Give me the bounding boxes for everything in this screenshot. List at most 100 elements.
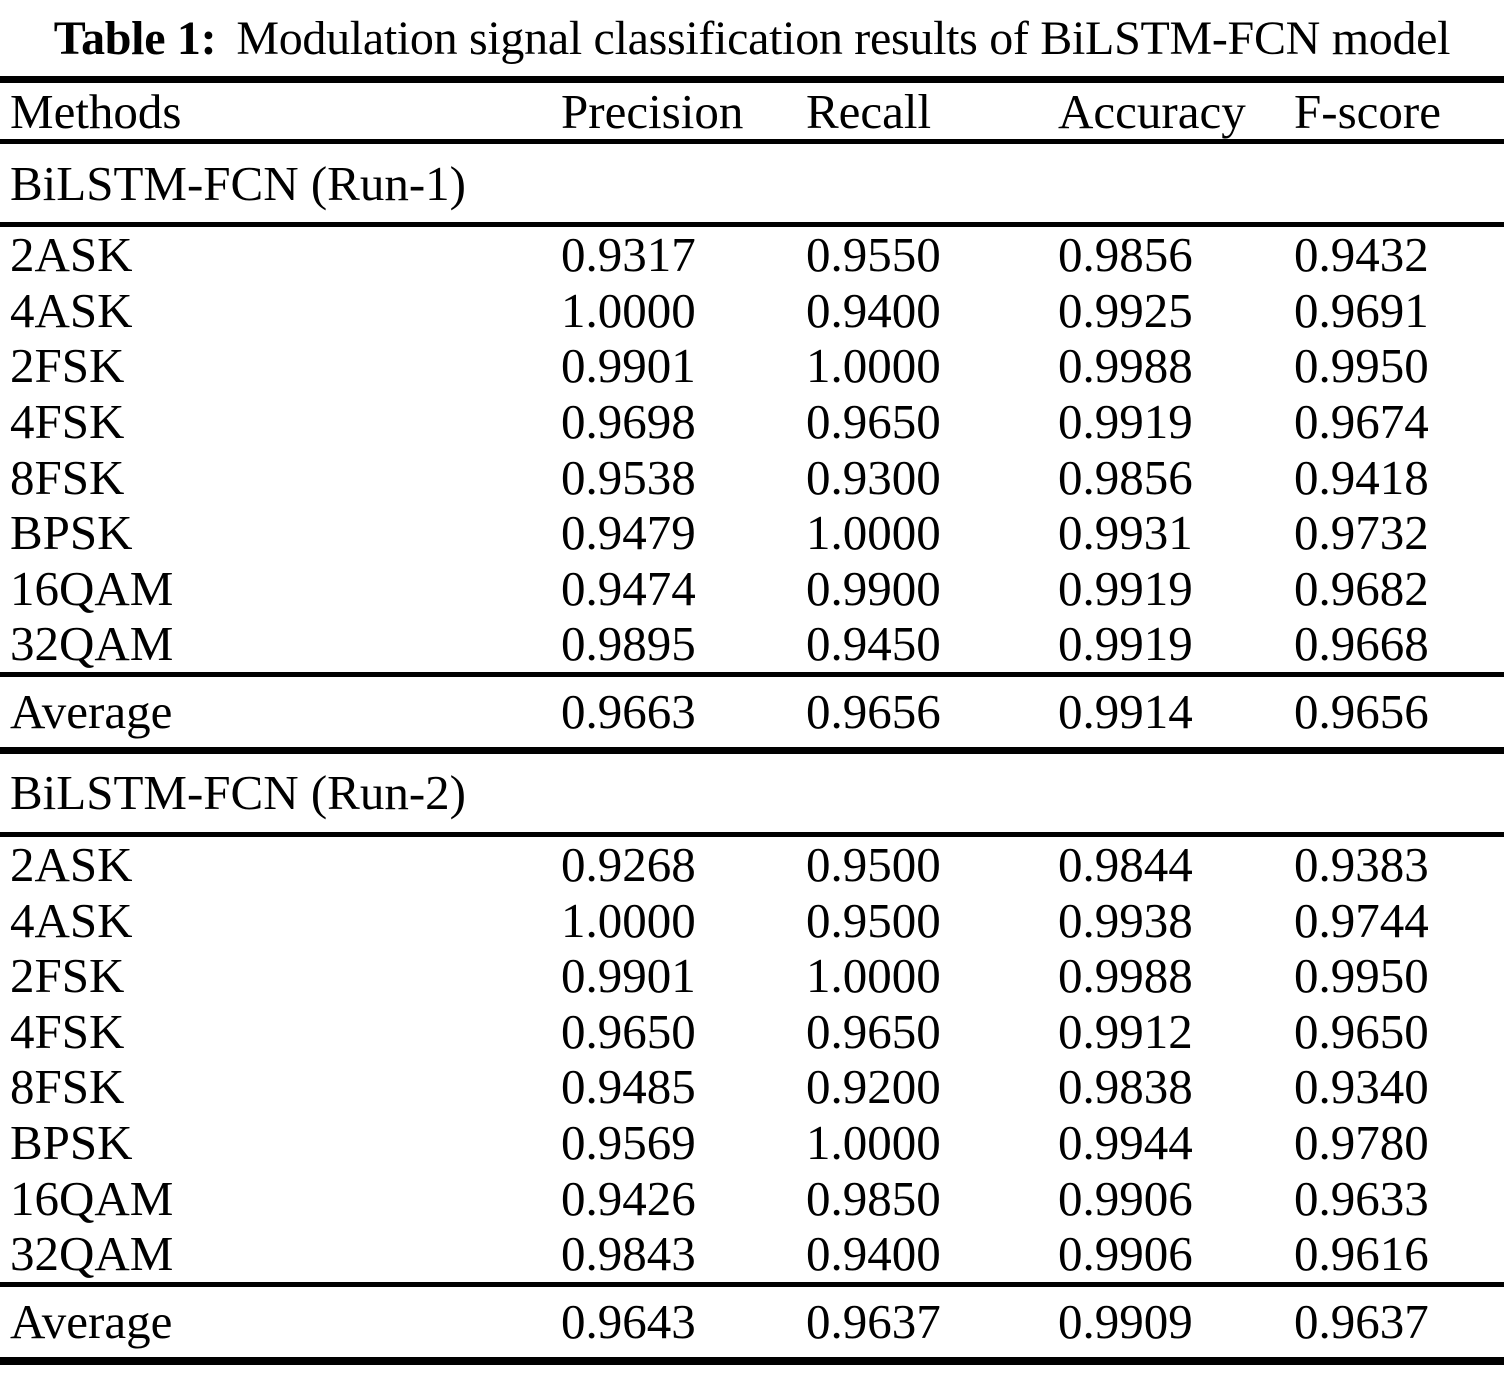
column-header-methods: Methods [10,83,182,139]
method-cell: 4ASK [10,282,133,338]
table-row: 32QAM 0.9843 0.9400 0.9906 0.9616 [0,1226,1504,1282]
table-row: BPSK 0.9569 1.0000 0.9944 0.9780 [0,1115,1504,1171]
pre-average-rule [0,1281,1504,1287]
section-rows: 2ASK 0.9268 0.9500 0.9844 0.9383 4ASK 1.… [0,837,1504,1282]
accuracy-cell: 0.9925 [1058,282,1193,338]
table-row: 4FSK 0.9698 0.9650 0.9919 0.9674 [0,394,1504,450]
recall-cell: 1.0000 [806,948,941,1004]
table-section: BiLSTM-FCN (Run-2) 2ASK 0.9268 0.9500 0.… [0,754,1504,1365]
method-cell: 2FSK [10,338,125,394]
accuracy-cell: 0.9919 [1058,616,1193,672]
precision-cell: 0.9538 [561,449,696,505]
precision-cell: 0.9895 [561,616,696,672]
column-header-recall: Recall [806,83,932,139]
section-header: BiLSTM-FCN (Run-2) [0,754,1504,832]
average-row: Average 0.9643 0.9637 0.9909 0.9637 [0,1287,1504,1357]
accuracy-cell: 0.9856 [1058,227,1193,283]
accuracy-cell: 0.9844 [1058,837,1193,893]
table-row: 2ASK 0.9317 0.9550 0.9856 0.9432 [0,227,1504,283]
section-bottom-rule [0,746,1504,754]
fscore-cell: 0.9691 [1294,282,1429,338]
recall-cell: 0.9200 [806,1059,941,1115]
recall-cell: 0.9650 [806,394,941,450]
precision-cell: 0.9901 [561,948,696,1004]
recall-cell: 0.9500 [806,892,941,948]
table-row: 4FSK 0.9650 0.9650 0.9912 0.9650 [0,1004,1504,1060]
precision-cell: 0.9474 [561,560,696,616]
table-row: 32QAM 0.9895 0.9450 0.9919 0.9668 [0,616,1504,672]
accuracy-cell: 0.9919 [1058,560,1193,616]
recall-cell: 0.9850 [806,1170,941,1226]
recall-cell: 0.9650 [806,1003,941,1059]
results-table: BiLSTM-FCN (Run-1) 2ASK 0.9317 0.9550 0.… [0,144,1504,1365]
fscore-cell: 0.9950 [1294,948,1429,1004]
precision-cell: 0.9901 [561,338,696,394]
method-cell: 32QAM [10,616,174,672]
fscore-cell: 0.9633 [1294,1170,1429,1226]
average-row: Average 0.9663 0.9656 0.9914 0.9656 [0,677,1504,747]
method-cell: 16QAM [10,560,174,616]
method-cell: BPSK [10,1115,133,1171]
header-rule [0,139,1504,144]
recall-cell: 1.0000 [806,505,941,561]
recall-cell: 0.9400 [806,1226,941,1282]
table-row: 8FSK 0.9485 0.9200 0.9838 0.9340 [0,1059,1504,1115]
section-rule [0,222,1504,227]
fscore-cell: 0.9418 [1294,449,1429,505]
method-cell: 2ASK [10,227,133,283]
precision-cell: 1.0000 [561,892,696,948]
accuracy-cell: 0.9938 [1058,892,1193,948]
method-cell: 32QAM [10,1226,174,1282]
section-rule [0,831,1504,837]
method-cell: 8FSK [10,449,125,505]
precision-cell: 0.9698 [561,394,696,450]
method-cell: 2FSK [10,948,125,1004]
table-row: 16QAM 0.9426 0.9850 0.9906 0.9633 [0,1170,1504,1226]
method-cell: 4FSK [10,1003,125,1059]
precision-cell: 0.9843 [561,1226,696,1282]
fscore-cell: 0.9656 [1294,684,1429,740]
method-cell: 2ASK [10,837,133,893]
recall-cell: 0.9900 [806,560,941,616]
recall-cell: 0.9500 [806,837,941,893]
method-cell: Average [10,684,173,740]
accuracy-cell: 0.9912 [1058,1003,1193,1059]
method-cell: 8FSK [10,1059,125,1115]
table-number-label: Table 1: [53,11,217,65]
accuracy-cell: 0.9988 [1058,338,1193,394]
table-row: BPSK 0.9479 1.0000 0.9931 0.9732 [0,505,1504,561]
accuracy-cell: 0.9856 [1058,449,1193,505]
recall-cell: 0.9300 [806,449,941,505]
fscore-cell: 0.9668 [1294,616,1429,672]
precision-cell: 0.9426 [561,1170,696,1226]
fscore-cell: 0.9340 [1294,1059,1429,1115]
table-row: 2ASK 0.9268 0.9500 0.9844 0.9383 [0,837,1504,893]
method-cell: 16QAM [10,1170,174,1226]
method-cell: 4ASK [10,892,133,948]
fscore-cell: 0.9780 [1294,1115,1429,1171]
table-row: 2FSK 0.9901 1.0000 0.9988 0.9950 [0,338,1504,394]
fscore-cell: 0.9682 [1294,560,1429,616]
table-row: 16QAM 0.9474 0.9900 0.9919 0.9682 [0,561,1504,617]
precision-cell: 0.9317 [561,227,696,283]
fscore-cell: 0.9950 [1294,338,1429,394]
section-header-label: BiLSTM-FCN (Run-1) [10,155,467,211]
precision-cell: 0.9485 [561,1059,696,1115]
method-cell: BPSK [10,505,133,561]
accuracy-cell: 0.9914 [1058,684,1193,740]
section-header-label: BiLSTM-FCN (Run-2) [10,765,467,821]
fscore-cell: 0.9637 [1294,1294,1429,1349]
accuracy-cell: 0.9906 [1058,1170,1193,1226]
page-title: Table 1: Modulation signal classificatio… [0,0,1504,76]
top-rule [0,76,1504,83]
recall-cell: 0.9637 [806,1294,941,1349]
fscore-cell: 0.9650 [1294,1003,1429,1059]
precision-cell: 0.9268 [561,837,696,893]
section-bottom-rule [0,1356,1504,1365]
accuracy-cell: 0.9944 [1058,1115,1193,1171]
table-row: 8FSK 0.9538 0.9300 0.9856 0.9418 [0,449,1504,505]
accuracy-cell: 0.9931 [1058,505,1193,561]
accuracy-cell: 0.9919 [1058,394,1193,450]
fscore-cell: 0.9674 [1294,394,1429,450]
